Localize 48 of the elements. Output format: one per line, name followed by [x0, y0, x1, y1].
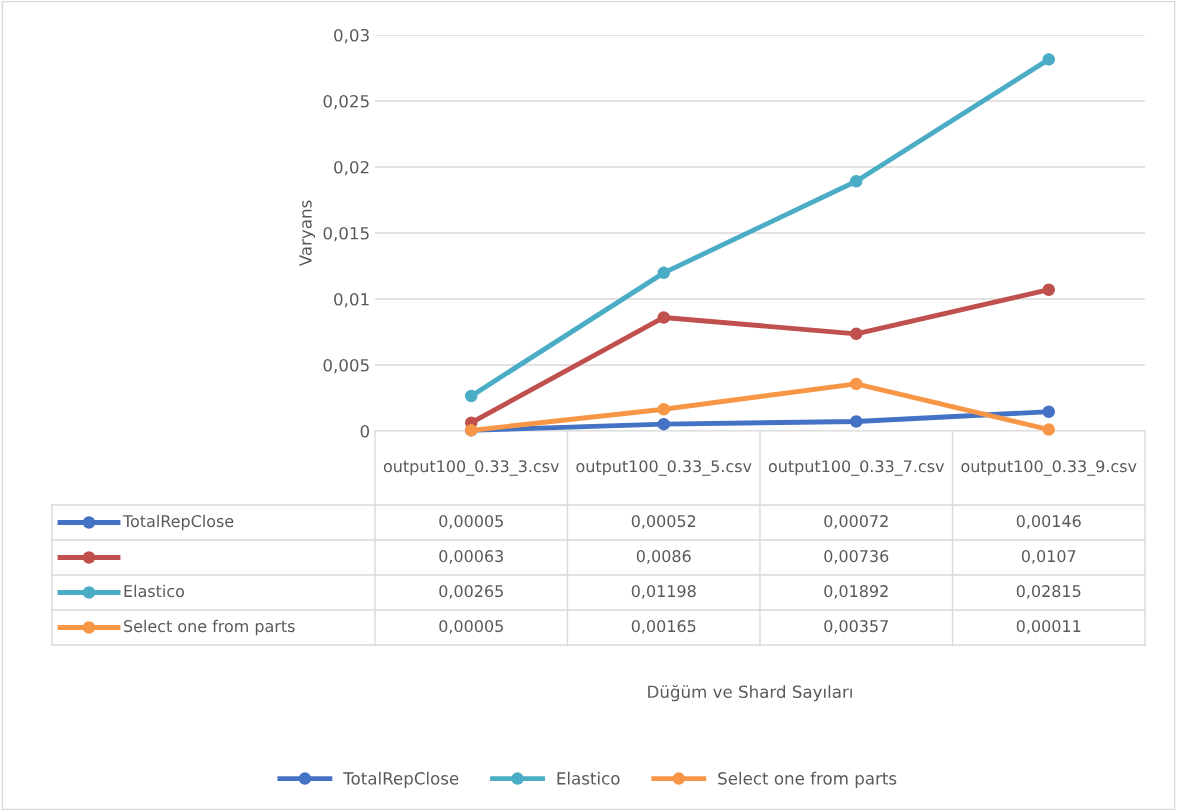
- x-tick-label: output100_0.33_9.csv: [961, 460, 1137, 476]
- data-label: 0,00063: [439, 550, 503, 564]
- point: [464, 389, 478, 403]
- data-label: 0,00072: [824, 515, 888, 529]
- point: [657, 311, 671, 324]
- point: [657, 266, 671, 280]
- text: Elastico: [557, 771, 620, 785]
- text: Düğüm ve Shard Sayıları: [648, 684, 852, 702]
- data-label: 0,00736: [824, 550, 889, 564]
- y-tick-label: 0,01: [334, 292, 369, 308]
- legend-label: Select one from parts: [124, 619, 295, 636]
- y-tick-label: 0,03: [334, 28, 369, 44]
- data-label: 0,0086: [636, 550, 691, 564]
- point: [657, 417, 671, 431]
- legend-label: TotalRepClose: [122, 514, 234, 531]
- x-tick-label: output100_0.33_7.csv: [768, 460, 945, 476]
- data-label: 0,01892: [824, 585, 888, 599]
- data-label: 0,00011: [1016, 620, 1081, 634]
- point: [657, 402, 671, 416]
- point: [849, 377, 863, 391]
- point: [1042, 423, 1056, 436]
- y-tick-label: 0: [360, 424, 370, 438]
- y-tick-label: 0,015: [323, 226, 369, 242]
- x-tick-label: output100_0.33_5.csv: [576, 460, 752, 476]
- y-axis-title: Varyans: [299, 200, 315, 267]
- data-label: 0,00146: [1016, 515, 1081, 529]
- point: [1042, 283, 1056, 297]
- data-label: 0,00005: [439, 515, 503, 529]
- point: [849, 415, 863, 428]
- y-tick-label: 0,025: [323, 94, 369, 110]
- point: [849, 327, 863, 341]
- text: Select one from parts: [718, 771, 897, 788]
- legend-label: Elastico: [124, 584, 185, 598]
- text: TotalRepClose: [343, 771, 459, 788]
- point: [1042, 53, 1056, 66]
- data-label: 0,00005: [439, 620, 503, 634]
- point: [1042, 405, 1056, 418]
- data-label: 0,00052: [631, 515, 696, 529]
- x-tick-label: output100_0.33_3.csv: [383, 460, 560, 476]
- data-label: 0,00165: [631, 620, 696, 634]
- y-tick-label: 0,02: [334, 160, 369, 176]
- data-label: 0,0107: [1021, 550, 1076, 564]
- data-label: 0,00265: [439, 585, 503, 599]
- point: [849, 175, 863, 188]
- y-tick-label: 0,005: [323, 358, 369, 374]
- data-label: 0,00357: [824, 620, 888, 634]
- data-label: 0,02815: [1016, 585, 1081, 599]
- data-label: 0,01198: [631, 585, 696, 599]
